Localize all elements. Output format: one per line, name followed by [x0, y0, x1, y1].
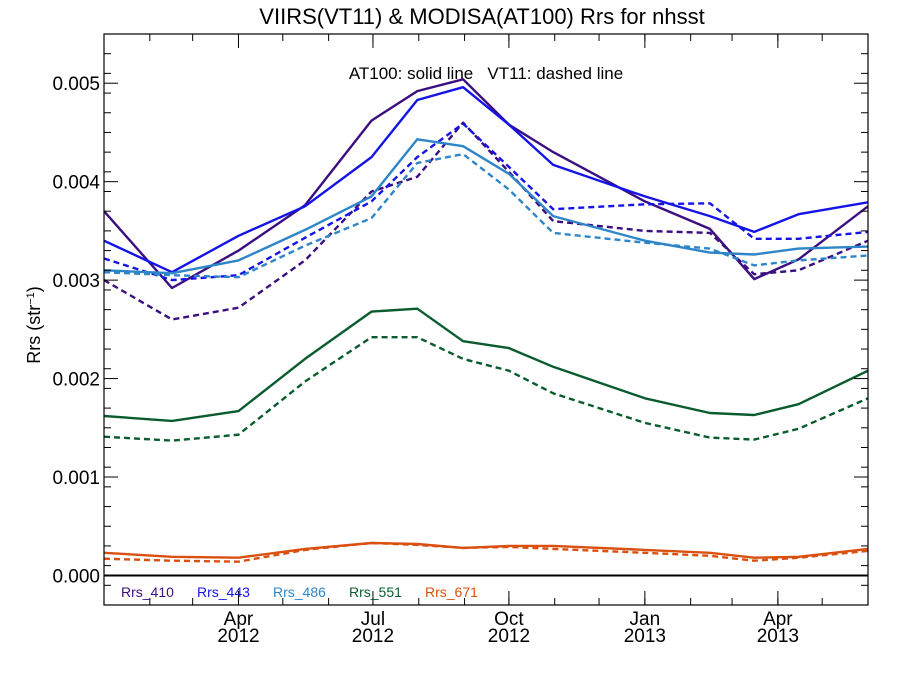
legend-item-rrs-551: Rrs_551 — [349, 584, 402, 600]
x-tick-label-month: Jan — [630, 609, 661, 630]
x-tick-label-year: 2012 — [217, 626, 259, 647]
series-line-rrs-671-dashed — [104, 541, 868, 563]
series-line-rrs-671-solid — [104, 541, 868, 559]
legend-item-rrs-410: Rrs_410 — [121, 584, 174, 600]
chart-title: VIIRS(VT11) & MODISA(AT100) Rrs for nhss… — [259, 4, 704, 29]
series-line-rrs-551-solid — [104, 307, 868, 423]
series-line-rrs-410-dashed — [104, 121, 868, 321]
series-line-rrs-410-solid — [104, 78, 868, 290]
x-tick-label-year: 2013 — [624, 626, 666, 647]
series-line-rrs-486-dashed — [104, 152, 868, 279]
x-tick-label-year: 2012 — [488, 626, 530, 647]
x-tick-label-month: Oct — [494, 609, 524, 630]
y-tick-label: 0.003 — [52, 271, 100, 292]
legend-item-rrs-671: Rrs_671 — [425, 584, 478, 600]
x-tick-label-year: 2012 — [352, 626, 394, 647]
legend-item-rrs-443: Rrs_443 — [197, 584, 250, 600]
series-line-rrs-443-solid — [104, 86, 868, 274]
y-tick-label: 0.005 — [52, 74, 100, 95]
y-axis-label: Rrs (str−1) — [24, 286, 44, 364]
series-line-rrs-486-solid — [104, 138, 868, 275]
series-line-rrs-443-dashed — [104, 122, 868, 282]
series-line-rrs-551-dashed — [104, 336, 868, 442]
plot-frame — [103, 33, 869, 606]
x-tick-label-month: Apr — [224, 609, 254, 630]
y-tick-label: 0.001 — [52, 468, 100, 489]
x-tick-label-month: Jul — [361, 609, 385, 630]
line-style-annotation: AT100: solid line VT11: dashed line — [349, 64, 623, 83]
y-tick-label: 0.002 — [52, 370, 100, 391]
plot-area: 0.0000.0010.0020.0030.0040.005Apr2012Jul… — [52, 33, 869, 647]
legend-item-rrs-486: Rrs_486 — [273, 584, 326, 600]
y-tick-label: 0.000 — [52, 566, 100, 587]
x-tick-label-month: Apr — [763, 609, 793, 630]
x-tick-label-year: 2013 — [757, 626, 799, 647]
series-group — [104, 78, 868, 563]
y-tick-label: 0.004 — [52, 173, 100, 194]
